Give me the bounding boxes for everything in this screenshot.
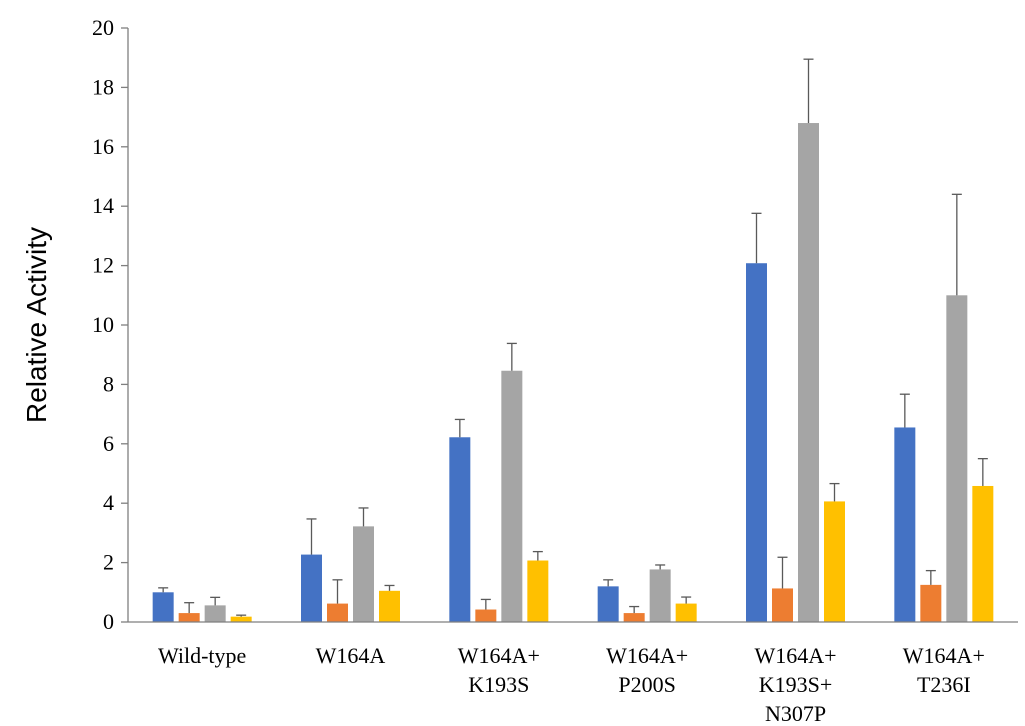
bar bbox=[152, 592, 174, 622]
x-tick-label: W164A+ K193S bbox=[458, 643, 540, 697]
bar bbox=[301, 554, 322, 622]
y-axis-label: Relative Activity bbox=[21, 227, 52, 423]
bar bbox=[527, 560, 549, 622]
bar bbox=[746, 263, 767, 622]
x-tick-label: Wild-type bbox=[158, 643, 246, 668]
x-tick-label: W164A+ K193S+ N307P bbox=[754, 643, 836, 726]
bars bbox=[152, 58, 994, 622]
bar bbox=[178, 613, 200, 622]
x-tick-label: W164A+ T236I bbox=[903, 643, 985, 697]
bar bbox=[894, 427, 916, 622]
y-tick-label: 14 bbox=[92, 193, 114, 218]
bar bbox=[379, 590, 400, 622]
x-axis: Wild-type W164A W164A+ K193S W164A+ P200S W164… bbox=[128, 621, 1018, 726]
y-tick-label: 12 bbox=[92, 253, 114, 278]
bar bbox=[597, 586, 619, 622]
y-tick-label: 0 bbox=[103, 609, 114, 634]
bar bbox=[772, 588, 793, 622]
bar bbox=[920, 584, 942, 622]
x-tick-label: W164A bbox=[316, 643, 386, 668]
y-tick-label: 18 bbox=[92, 74, 114, 99]
bar bbox=[353, 526, 374, 622]
y-tick-label: 10 bbox=[92, 312, 114, 337]
y-tick-label: 2 bbox=[103, 550, 114, 575]
bar bbox=[649, 569, 671, 622]
bar bbox=[475, 609, 497, 622]
bar bbox=[824, 501, 845, 622]
bar bbox=[501, 370, 523, 622]
bar bbox=[230, 616, 252, 622]
bar bbox=[675, 603, 697, 622]
bar bbox=[972, 485, 994, 622]
y-tick-label: 4 bbox=[103, 490, 114, 515]
y-axis: 0 2 4 6 8 10 12 14 16 18 20 bbox=[92, 15, 129, 634]
bar bbox=[327, 603, 348, 622]
y-tick-label: 20 bbox=[92, 15, 114, 40]
y-tick-label: 16 bbox=[92, 134, 114, 159]
bar bbox=[623, 613, 645, 622]
bar bbox=[798, 123, 819, 622]
x-tick-label: W164A+ P200S bbox=[606, 643, 688, 697]
bar bbox=[946, 295, 968, 622]
bar bbox=[449, 437, 471, 622]
y-tick-label: 8 bbox=[103, 371, 114, 396]
y-tick-label: 6 bbox=[103, 431, 114, 456]
bar bbox=[204, 605, 226, 622]
